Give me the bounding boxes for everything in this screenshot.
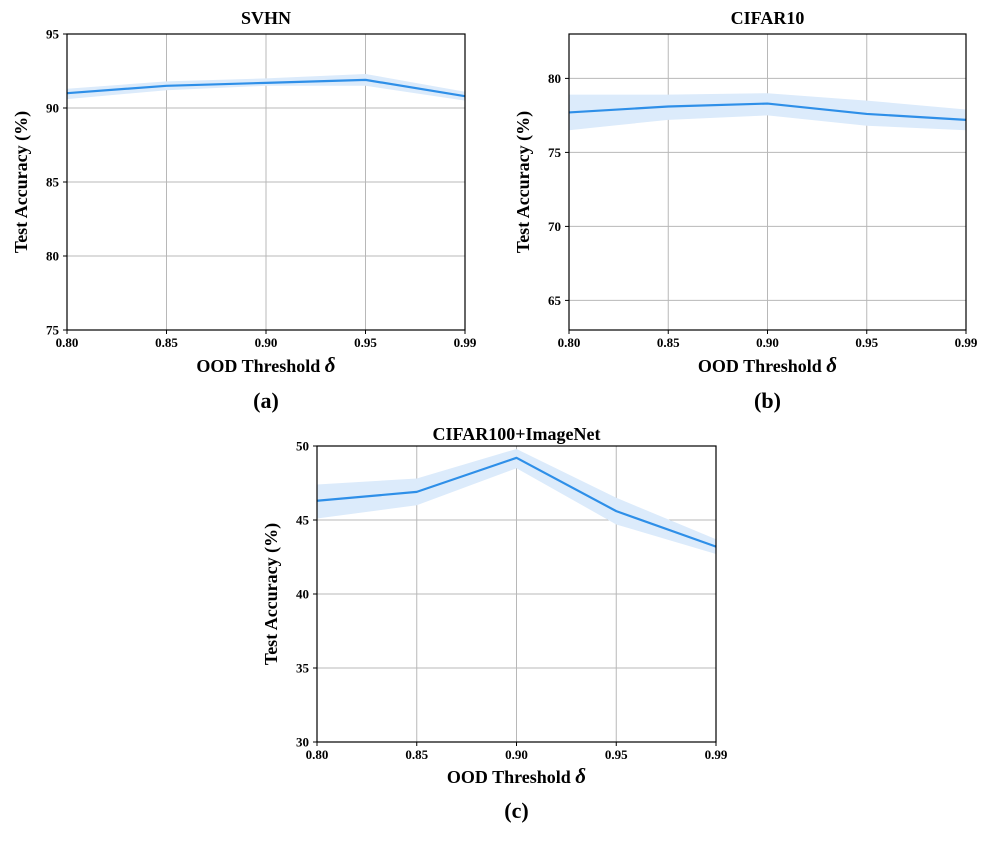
x-tick-label: 0.90	[505, 747, 528, 762]
y-tick-label: 75	[548, 145, 562, 160]
x-tick-label: 0.95	[354, 335, 377, 350]
y-tick-label: 30	[296, 735, 309, 750]
x-tick-label: 0.85	[405, 747, 428, 762]
panel-a: 0.80 0.85 0.90 0.95 0.99 75 80 85 90 95 SVHN OOD Th…	[11, 8, 477, 413]
panel-label: (b)	[754, 388, 781, 413]
y-tick-label: 75	[46, 323, 60, 338]
y-axis-label: Test Accuracy (%)	[513, 111, 534, 253]
panel-c: 0.80 0.85 0.90 0.95 0.99 30 35 40 45 50 CIFAR100+I…	[261, 424, 728, 823]
delta-symbol: δ	[575, 764, 586, 788]
x-tick-label: 0.85	[155, 335, 178, 350]
y-tick-label: 80	[46, 249, 59, 264]
x-axis-label: OOD Threshold δ	[447, 764, 586, 788]
x-tick-label: 0.95	[605, 747, 628, 762]
x-axis-label: OOD Threshold δ	[196, 353, 335, 377]
x-tick-label: 0.80	[56, 335, 79, 350]
x-tick-label: 0.85	[657, 335, 680, 350]
delta-symbol: δ	[325, 353, 336, 377]
y-tick-label: 50	[296, 439, 309, 454]
y-tick-label: 95	[46, 27, 60, 42]
panel-label: (c)	[504, 798, 528, 823]
chart-title: CIFAR100+ImageNet	[433, 424, 601, 444]
x-tick-label: 0.90	[255, 335, 278, 350]
delta-symbol: δ	[826, 353, 837, 377]
confidence-band	[569, 93, 966, 131]
x-tick-label: 0.80	[306, 747, 329, 762]
x-tick-label: 0.90	[756, 335, 779, 350]
chart-title: CIFAR10	[731, 8, 805, 28]
y-tick-label: 80	[548, 71, 561, 86]
y-tick-label: 35	[296, 661, 310, 676]
panel-b: 0.80 0.85 0.90 0.95 0.99 65 70 75 80 CIFAR10 OOD T…	[513, 8, 978, 413]
x-axis-label: OOD Threshold δ	[698, 353, 837, 377]
y-tick-label: 90	[46, 101, 59, 116]
y-tick-label: 70	[548, 219, 561, 234]
y-axis-label: Test Accuracy (%)	[261, 523, 282, 665]
x-tick-label: 0.99	[705, 747, 728, 762]
chart-title: SVHN	[241, 8, 291, 28]
y-tick-label: 45	[296, 513, 310, 528]
x-tick-label: 0.99	[454, 335, 477, 350]
x-tick-label: 0.99	[955, 335, 978, 350]
y-tick-label: 65	[548, 293, 562, 308]
y-axis-label: Test Accuracy (%)	[11, 111, 32, 253]
y-tick-label: 40	[296, 587, 309, 602]
panel-label: (a)	[253, 388, 279, 413]
y-tick-label: 85	[46, 175, 60, 190]
confidence-band	[317, 448, 716, 555]
x-tick-label: 0.95	[855, 335, 878, 350]
x-tick-label: 0.80	[558, 335, 581, 350]
